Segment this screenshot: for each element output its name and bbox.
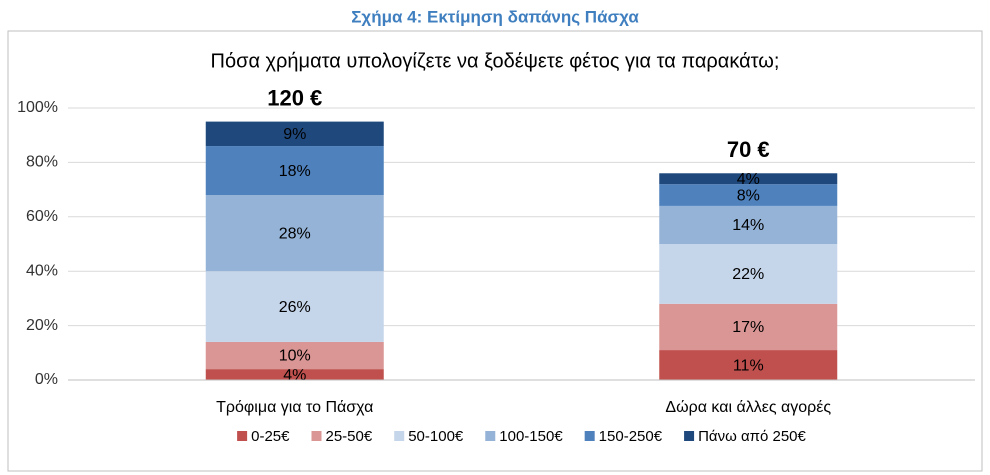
bar-segment xyxy=(659,205,838,244)
bar-total-annotation: 70 € xyxy=(727,137,770,162)
value-label: 4% xyxy=(737,171,760,188)
value-label: 17% xyxy=(732,319,764,336)
legend-swatch xyxy=(394,431,405,441)
legend-label: Πάνω από 250€ xyxy=(698,428,806,445)
bar-segment xyxy=(659,350,838,380)
value-label: 26% xyxy=(279,299,311,316)
chart-title: Πόσα χρήματα υπολογίζετε να ξοδέψετε φέτ… xyxy=(211,50,780,72)
value-label: 8% xyxy=(737,187,760,204)
x-tick-label: Τρόφιμα για το Πάσχα xyxy=(216,399,373,416)
legend-swatch xyxy=(311,431,322,441)
legend-swatch xyxy=(485,431,496,441)
bar-segment xyxy=(659,244,838,304)
legend-swatch xyxy=(237,431,248,441)
bar-segment xyxy=(659,184,838,206)
value-label: 11% xyxy=(733,357,764,374)
legend-label: 25-50€ xyxy=(325,428,372,445)
y-tick-label: 80% xyxy=(26,154,58,171)
legend: 0-25€ 25-50€ 50-100€ 100-150€ 150-250€ Πάνω α… xyxy=(237,428,807,445)
value-label: 9% xyxy=(283,126,306,143)
legend-swatch xyxy=(684,431,695,441)
bar-segment xyxy=(205,341,384,370)
legend-label: 50-100€ xyxy=(408,428,464,445)
value-label: 10% xyxy=(279,348,311,365)
x-tick-label: Δώρα και άλλες αγορές xyxy=(665,399,831,416)
legend-label: 0-25€ xyxy=(251,428,290,445)
bar-segment xyxy=(205,271,384,342)
y-tick-label: 0% xyxy=(35,371,58,388)
legend-label: 100-150€ xyxy=(499,428,563,445)
bar-segment xyxy=(205,195,384,272)
bar-total-annotation: 120 € xyxy=(267,85,322,110)
y-tick-label: 60% xyxy=(26,208,58,225)
value-label: 4% xyxy=(283,367,306,384)
bar-segment xyxy=(659,173,838,185)
y-tick-label: 100% xyxy=(17,99,58,116)
value-label: 14% xyxy=(732,217,764,234)
legend-swatch xyxy=(584,431,595,441)
bar-segment xyxy=(659,303,838,351)
bar-segment xyxy=(205,121,384,147)
y-tick-label: 40% xyxy=(26,262,58,279)
bar-segment xyxy=(205,146,384,196)
y-tick-label: 20% xyxy=(26,317,58,334)
value-label: 18% xyxy=(279,163,311,180)
bar-segment xyxy=(205,369,384,380)
value-label: 22% xyxy=(732,266,764,283)
figure-caption: Σχήμα 4: Εκτίμηση δαπάνης Πάσχα xyxy=(351,7,639,26)
legend-label: 150-250€ xyxy=(599,428,663,445)
value-label: 28% xyxy=(279,225,311,242)
